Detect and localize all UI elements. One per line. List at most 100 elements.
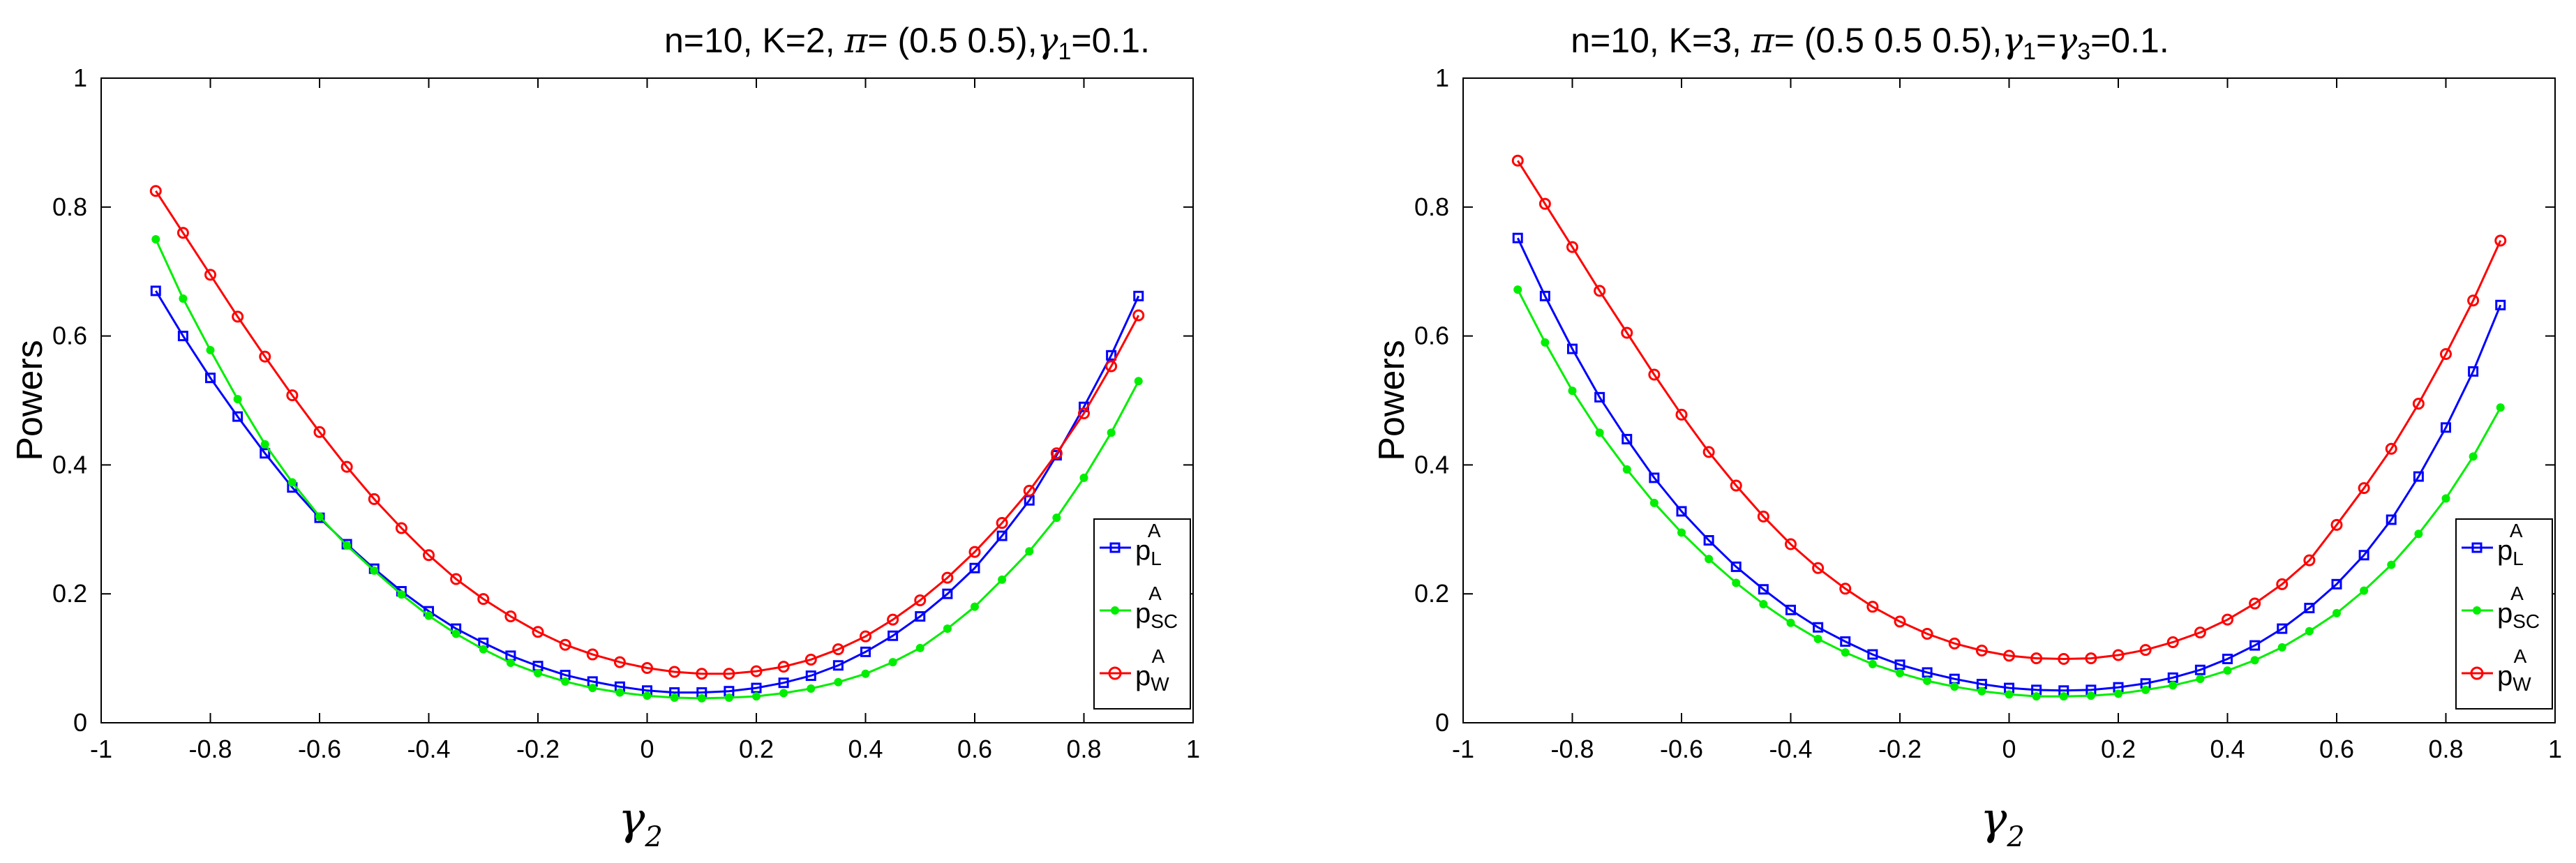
data-point <box>751 682 762 693</box>
data-point <box>2496 403 2505 412</box>
data-point <box>586 648 599 661</box>
data-point <box>343 541 352 550</box>
data-point <box>914 594 927 606</box>
data-point <box>1785 604 1796 615</box>
data-point <box>697 693 706 703</box>
series-lines <box>149 185 1145 703</box>
data-point <box>2413 471 2424 482</box>
x-tick-label: 0.6 <box>957 735 992 763</box>
data-point <box>2385 442 2397 455</box>
data-point <box>778 677 789 689</box>
axis-ticks: -1 -0.8 -0.6 -0.4 -0.2 0 0.2 0.4 0.6 0.8 1 0 0.2 0.4 0… <box>52 63 1200 763</box>
data-point <box>2441 494 2450 503</box>
data-point <box>2112 649 2125 661</box>
y-tick-label: 0.8 <box>52 193 87 221</box>
legend-marker <box>1111 606 1119 615</box>
data-point <box>1813 622 1824 633</box>
data-point <box>2358 550 2369 561</box>
data-point <box>1621 327 1633 339</box>
data-point <box>1975 645 1988 657</box>
data-point <box>2276 578 2289 590</box>
data-point <box>1079 473 1088 482</box>
legend-marker <box>2471 542 2483 553</box>
data-point <box>2360 586 2369 595</box>
chart-title: n=10, K=2, π= (0.5 0.5),γ1=0.1. <box>664 20 1150 65</box>
data-point <box>1105 360 1118 373</box>
data-point <box>313 426 326 438</box>
x-tick-label: -0.4 <box>407 735 450 763</box>
data-point <box>968 546 981 558</box>
data-point <box>2387 560 2396 569</box>
data-point <box>2332 608 2341 617</box>
x-tick-label: 0.6 <box>2319 735 2354 763</box>
data-point <box>1133 290 1144 301</box>
data-point <box>1567 343 1578 354</box>
data-point <box>2467 294 2480 307</box>
chart-panel-right: n=10, K=3, π= (0.5 0.5 0.5),γ1=γ3=0.1. -… <box>1372 20 2562 853</box>
data-point <box>641 661 653 674</box>
data-point <box>1977 686 1986 696</box>
data-point <box>177 227 189 239</box>
data-point <box>260 448 271 459</box>
data-point <box>1568 387 1577 396</box>
data-point <box>397 590 406 599</box>
data-point <box>561 677 570 686</box>
data-point <box>1512 232 1523 243</box>
data-point <box>1758 584 1769 595</box>
data-point <box>1702 446 1715 458</box>
data-point <box>1595 428 1604 437</box>
plot-area <box>1462 77 2556 723</box>
data-point <box>2494 234 2507 247</box>
legend-entry-pl: pLA <box>1100 520 1162 569</box>
x-tick-label: 0.2 <box>2101 735 2136 763</box>
data-point <box>1896 668 1904 677</box>
data-point <box>2386 514 2397 525</box>
x-tick-label: 0 <box>2002 735 2016 763</box>
x-tick-label: -0.6 <box>298 735 341 763</box>
data-point <box>149 185 162 197</box>
data-point <box>1648 368 1661 381</box>
data-point <box>2141 685 2150 694</box>
x-tick-label: 1 <box>1186 735 1200 763</box>
data-point <box>368 493 380 505</box>
data-point <box>1676 506 1687 517</box>
data-point <box>1566 241 1578 253</box>
data-point <box>2058 653 2070 666</box>
data-point <box>1078 407 1090 419</box>
data-point <box>2249 640 2261 651</box>
data-point <box>395 522 407 534</box>
data-point <box>2003 650 2015 662</box>
data-point <box>504 610 517 623</box>
data-point <box>915 611 926 622</box>
data-point <box>834 677 843 686</box>
data-point <box>1107 428 1116 437</box>
data-point <box>205 373 216 384</box>
x-axis-label: γ2 <box>618 793 663 853</box>
data-point <box>2304 603 2315 614</box>
legend-label: pSCA <box>2497 583 2540 632</box>
data-point <box>696 668 708 680</box>
x-tick-label: 0.4 <box>848 735 883 763</box>
data-point <box>2358 482 2370 495</box>
data-point <box>724 693 733 702</box>
data-point <box>832 660 844 671</box>
data-point <box>2114 689 2122 698</box>
data-point <box>479 645 488 654</box>
data-point <box>206 345 215 354</box>
data-point <box>1921 627 1933 640</box>
data-point <box>1052 513 1061 523</box>
data-point <box>1050 447 1063 460</box>
data-point <box>971 602 979 611</box>
y-tick-label: 0.2 <box>52 579 87 608</box>
data-point <box>1649 472 1660 483</box>
data-point <box>424 611 433 620</box>
data-point <box>2249 597 2261 610</box>
data-point <box>1132 309 1145 322</box>
plot-area <box>100 77 1194 723</box>
x-axis-label: γ2 <box>1980 793 2025 853</box>
legend-entry-psc: pSCA <box>1100 583 1178 632</box>
data-point <box>204 269 216 281</box>
data-point <box>1538 197 1551 210</box>
data-point <box>1786 618 1795 627</box>
